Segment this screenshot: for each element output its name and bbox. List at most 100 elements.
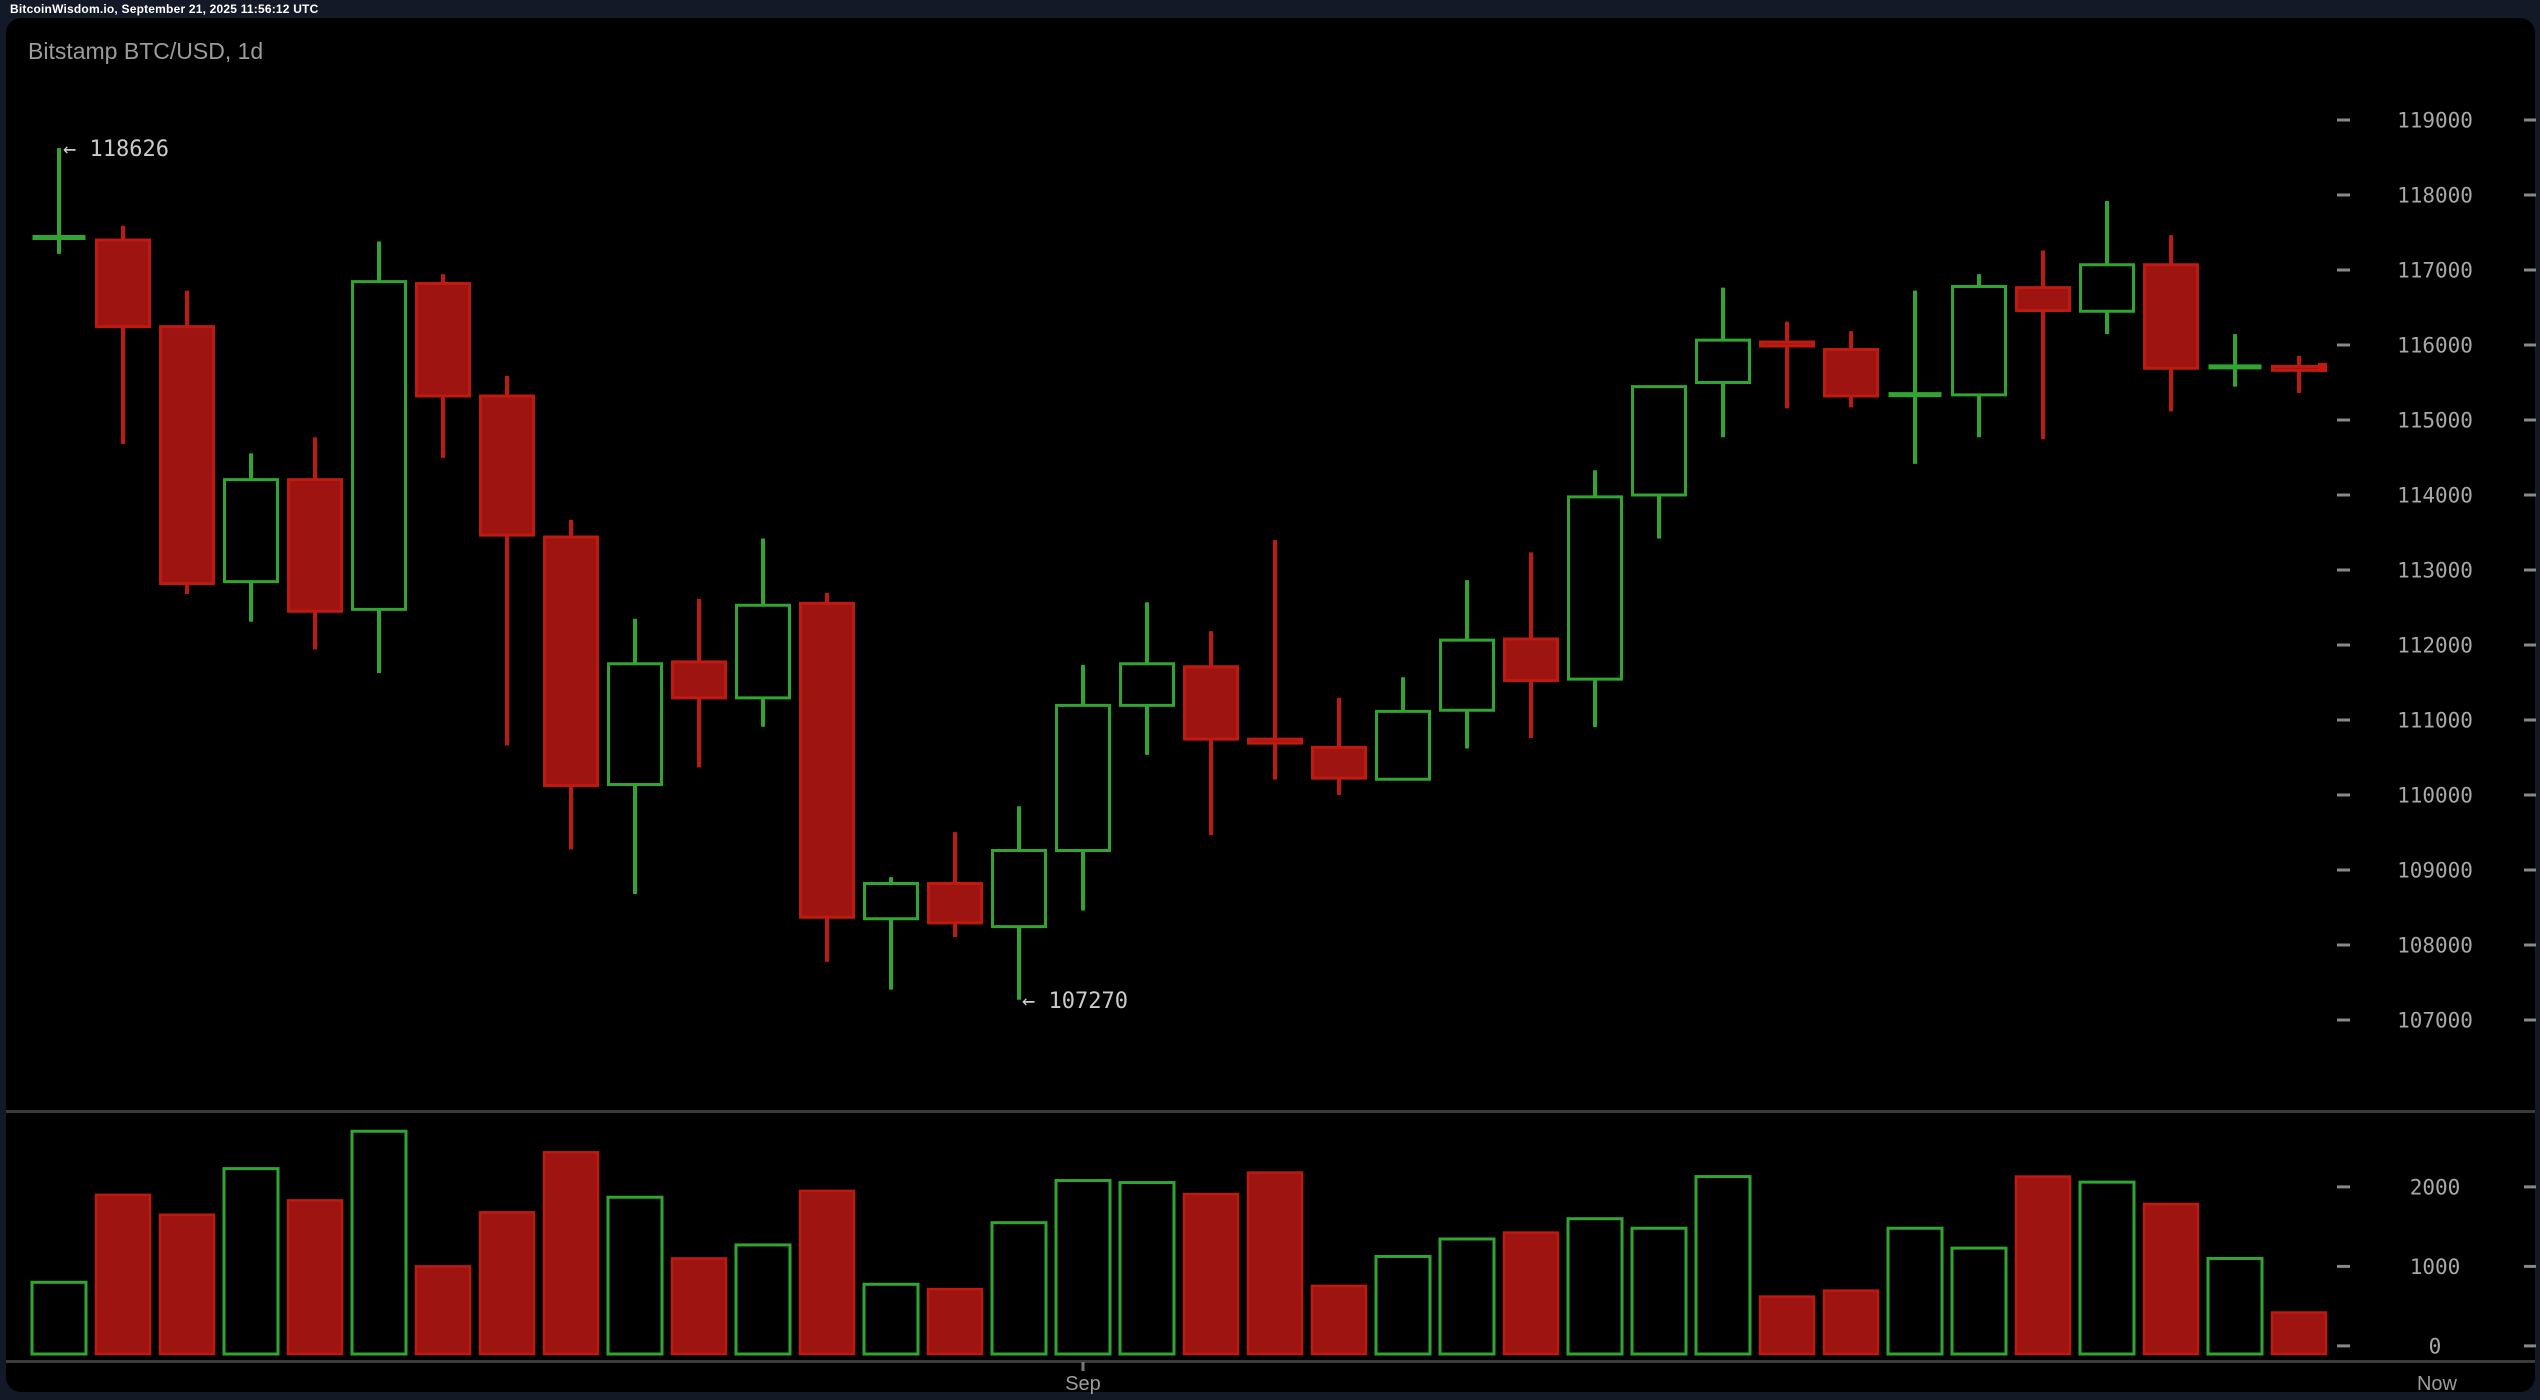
price-tick-right (2524, 793, 2536, 797)
price-axis-label: 114000 (2397, 484, 2473, 508)
volume-bar (222, 1167, 280, 1356)
volume-tick-left (2337, 1264, 2350, 1268)
price-tick-left (2337, 418, 2350, 422)
volume-axis-label: 2000 (2410, 1175, 2461, 1199)
candle-body-down (159, 325, 215, 585)
price-tick-left (2337, 268, 2350, 272)
volume-bar (1502, 1231, 1560, 1356)
annotation-low: ← 107270 (1022, 989, 1128, 1014)
candle-body-down (1759, 340, 1815, 348)
volume-bar (862, 1282, 920, 1356)
candle-body-up (1631, 385, 1687, 497)
candle-body-down (287, 478, 343, 613)
volume-bar (542, 1151, 600, 1356)
pane-divider (6, 1110, 2535, 1113)
candle-body-down (543, 535, 599, 788)
volume-bar (286, 1199, 344, 1356)
volume-bar (2142, 1202, 2200, 1356)
volume-bar (1182, 1192, 1240, 1356)
volume-bar (94, 1193, 152, 1356)
candle-wick-down (2041, 250, 2045, 440)
candle-body-down (95, 238, 151, 329)
candle-body-up (1951, 285, 2007, 397)
volume-bar (30, 1280, 88, 1356)
volume-tick-right (2524, 1344, 2536, 1348)
candle-body-up (351, 280, 407, 611)
candle-wick-down (505, 375, 509, 746)
candle-body-up (1695, 338, 1751, 384)
price-tick-right (2524, 418, 2536, 422)
price-axis-label: 113000 (2397, 559, 2473, 583)
price-tick-left (2337, 568, 2350, 572)
candle-body-up (863, 882, 919, 921)
price-axis-label: 108000 (2397, 934, 2473, 958)
price-tick-left (2337, 943, 2350, 947)
price-tick-left (2337, 868, 2350, 872)
price-axis-label: 112000 (2397, 634, 2473, 658)
price-tick-right (2524, 118, 2536, 122)
current-price-marker (2318, 363, 2327, 372)
volume-bar (414, 1265, 472, 1356)
price-tick-right (2524, 268, 2536, 272)
chart-panel (6, 18, 2535, 1392)
volume-bar (990, 1221, 1048, 1356)
volume-bar (2078, 1180, 2136, 1356)
candle-wick-down (1785, 321, 1789, 409)
volume-tick-right (2524, 1264, 2536, 1268)
price-tick-left (2337, 643, 2350, 647)
volume-tick-left (2337, 1344, 2350, 1348)
volume-bar (350, 1129, 408, 1356)
price-tick-right (2524, 193, 2536, 197)
volume-axis-label: 0 (2429, 1334, 2442, 1358)
month-tick (1081, 1362, 1085, 1371)
volume-bar (1374, 1254, 1432, 1356)
price-tick-left (2337, 118, 2350, 122)
price-tick-right (2524, 568, 2536, 572)
candle-body-up (1567, 495, 1623, 681)
volume-tick-left (2337, 1185, 2350, 1189)
price-tick-left (2337, 793, 2350, 797)
candle-body-down (2143, 263, 2199, 370)
candle-wick-down (2297, 355, 2301, 393)
volume-bar (926, 1287, 984, 1356)
price-axis-label: 115000 (2397, 409, 2473, 433)
candle-wick-up (889, 877, 893, 990)
x-axis-label-now: Now (2417, 1373, 2458, 1395)
bottom-axis-line (6, 1360, 2535, 1363)
price-tick-right (2524, 718, 2536, 722)
candle-body-down (479, 394, 535, 537)
price-axis-label: 116000 (2397, 334, 2473, 358)
volume-bar (478, 1211, 536, 1356)
candle-body-down (1247, 737, 1303, 745)
price-tick-left (2337, 343, 2350, 347)
price-axis-label: 110000 (2397, 784, 2473, 808)
x-axis-label-sep: Sep (1065, 1373, 1101, 1395)
volume-bar (1950, 1246, 2008, 1356)
candle-body-down (1823, 348, 1879, 398)
candle-body-down (671, 660, 727, 700)
volume-bar (1886, 1226, 1944, 1356)
candle-body-down (2271, 364, 2327, 372)
price-tick-left (2337, 1018, 2350, 1022)
status-bar-text: BitcoinWisdom.io, September 21, 2025 11:… (10, 2, 319, 16)
volume-bar (1822, 1289, 1880, 1356)
candle-wick-up (57, 148, 61, 254)
price-tick-left (2337, 493, 2350, 497)
chart-title: Bitstamp BTC/USD, 1d (28, 38, 264, 64)
volume-bar (606, 1195, 664, 1356)
candle-body-doji-up (1888, 392, 1942, 398)
volume-bar (1694, 1175, 1752, 1356)
candle-body-up (2079, 263, 2135, 313)
candle-wick-up (2233, 334, 2237, 387)
volume-bar (1566, 1217, 1624, 1356)
price-axis-label: 109000 (2397, 859, 2473, 883)
candle-body-up (1375, 709, 1431, 781)
candle-body-up (735, 603, 791, 700)
volume-bar (1438, 1237, 1496, 1356)
volume-bar (1758, 1295, 1816, 1356)
volume-bar (1118, 1181, 1176, 1356)
candle-body-down (799, 601, 855, 919)
candle-wick-down (1273, 540, 1277, 780)
